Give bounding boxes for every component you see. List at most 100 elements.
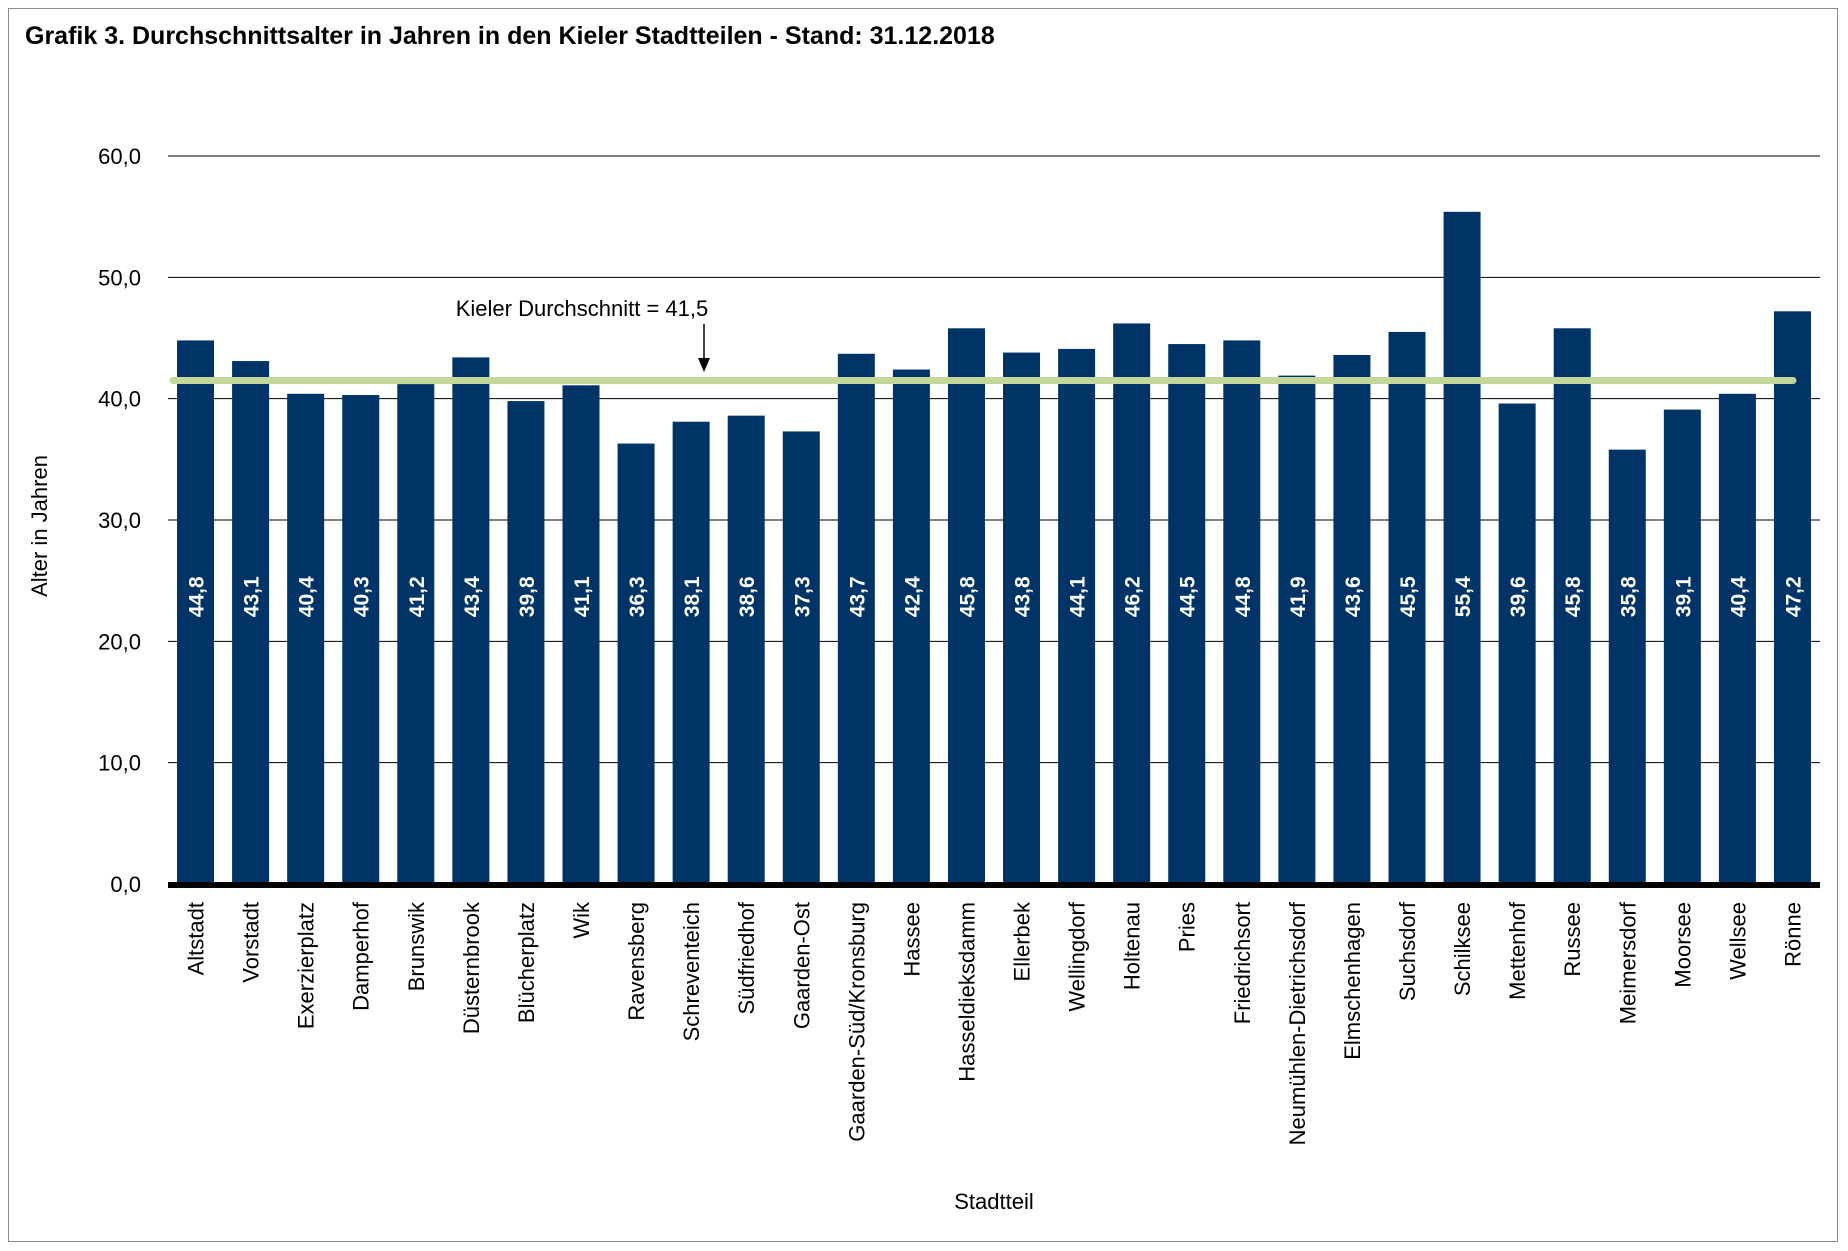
- data-label: 41,9: [1287, 576, 1310, 617]
- x-tick-label: Elmschenhagen: [1340, 902, 1365, 1060]
- x-tick-label: Suchsdorf: [1395, 901, 1420, 1001]
- x-tick-label: Wellingdorf: [1065, 901, 1090, 1012]
- x-axis-title: Stadtteil: [954, 1189, 1034, 1214]
- x-tick-label: Hasseldieksdamm: [954, 902, 979, 1082]
- data-label: 38,1: [681, 576, 704, 617]
- data-label: 39,1: [1672, 576, 1695, 617]
- data-label: 45,8: [956, 576, 979, 617]
- x-tick-label: Holtenau: [1120, 902, 1145, 990]
- x-tick-label: Friedrichsort: [1230, 902, 1255, 1024]
- y-tick-label: 20,0: [98, 629, 141, 654]
- data-label: 43,8: [1012, 576, 1035, 617]
- bar: [1003, 352, 1041, 884]
- data-label: 43,7: [846, 576, 869, 617]
- bar: [1498, 403, 1536, 884]
- bar: [177, 340, 215, 885]
- bar: [782, 431, 820, 884]
- bar: [287, 393, 325, 884]
- x-tick-label: Mettenhof: [1505, 901, 1530, 1000]
- data-label: 47,2: [1782, 576, 1805, 617]
- bar: [1058, 348, 1096, 884]
- x-tick-label: Damperhof: [349, 901, 374, 1011]
- data-label: 45,8: [1562, 576, 1585, 617]
- bar: [452, 357, 490, 884]
- data-label: 45,5: [1397, 576, 1420, 617]
- y-axis-title: Alter in Jahren: [27, 455, 52, 597]
- bar: [672, 421, 710, 884]
- y-tick-label: 0,0: [110, 872, 141, 897]
- x-tick-label: Schilksee: [1450, 902, 1475, 996]
- data-label: 55,4: [1452, 576, 1475, 617]
- data-label: 40,3: [351, 576, 374, 617]
- bar: [397, 384, 435, 884]
- data-label: 43,1: [241, 576, 264, 617]
- bar: [1113, 323, 1151, 884]
- bar: [1333, 354, 1371, 884]
- data-label: 44,8: [186, 576, 209, 617]
- y-tick-label: 50,0: [98, 265, 141, 290]
- data-label: 36,3: [626, 576, 649, 617]
- bar: [1553, 328, 1591, 884]
- bar: [342, 395, 380, 884]
- data-label: 41,1: [571, 576, 594, 617]
- bar: [947, 328, 985, 884]
- x-tick-label: Ellerbek: [1010, 901, 1035, 981]
- x-tick-label: Wellsee: [1725, 902, 1750, 980]
- x-tick-label: Altstadt: [184, 902, 209, 975]
- x-tick-label: Pries: [1175, 902, 1200, 952]
- x-tick-label: Meimersdorf: [1615, 901, 1640, 1024]
- x-tick-label: Exerzierplatz: [294, 902, 319, 1029]
- bar: [727, 415, 765, 884]
- bar: [617, 443, 655, 884]
- bar: [1608, 449, 1646, 884]
- x-tick-label: Russee: [1560, 902, 1585, 977]
- x-tick-label: Schreventeich: [679, 902, 704, 1041]
- x-tick-label: Blücherplatz: [514, 902, 539, 1023]
- data-label: 40,4: [296, 576, 319, 617]
- data-label: 44,5: [1177, 576, 1200, 617]
- x-tick-label: Brunswik: [404, 901, 429, 991]
- x-tick-label: Südfriedhof: [734, 901, 759, 1014]
- y-tick-label: 60,0: [98, 144, 141, 169]
- data-label: 39,8: [516, 576, 539, 617]
- x-tick-label: Gaarden-Süd/Kronsburg: [844, 902, 869, 1142]
- x-tick-label: Wik: [569, 901, 594, 939]
- x-tick-label: Düsternbrook: [459, 901, 484, 1034]
- data-label: 44,1: [1067, 576, 1090, 617]
- bar: [562, 385, 600, 884]
- x-tick-label: Vorstadt: [239, 902, 264, 983]
- data-label: 43,6: [1342, 576, 1365, 617]
- average-annotation: Kieler Durchschnitt = 41,5: [456, 296, 709, 321]
- data-label: 42,4: [901, 576, 924, 617]
- data-label: 39,6: [1507, 576, 1530, 617]
- data-label: 44,8: [1232, 576, 1255, 617]
- x-tick-label: Moorsee: [1670, 902, 1695, 988]
- bar: [1168, 344, 1206, 885]
- data-label: 43,4: [461, 576, 484, 617]
- bar: [1388, 331, 1426, 884]
- y-tick-label: 10,0: [98, 751, 141, 776]
- bar: [1773, 311, 1811, 885]
- data-label: 38,6: [736, 576, 759, 617]
- data-label: 35,8: [1617, 576, 1640, 617]
- chart-title: Grafik 3. Durchschnittsalter in Jahren i…: [25, 22, 995, 50]
- x-tick-label: Neumühlen-Dietrichsdorf: [1285, 901, 1310, 1145]
- data-label: 46,2: [1122, 576, 1145, 617]
- bar: [507, 401, 545, 884]
- bar: [1223, 340, 1261, 885]
- annotation-arrowhead: [698, 358, 710, 372]
- y-tick-label: 40,0: [98, 387, 141, 412]
- x-tick-label: Rönne: [1780, 902, 1805, 967]
- data-label: 37,3: [791, 576, 814, 617]
- bar: [1718, 393, 1756, 884]
- x-tick-label: Hassee: [899, 902, 924, 977]
- bar: [232, 361, 270, 884]
- y-tick-label: 30,0: [98, 508, 141, 533]
- bar: [1443, 211, 1481, 884]
- bar: [837, 353, 875, 885]
- x-tick-label: Gaarden-Ost: [789, 902, 814, 1029]
- bar: [892, 369, 930, 885]
- bar: [1278, 375, 1316, 884]
- data-label: 41,2: [406, 576, 429, 617]
